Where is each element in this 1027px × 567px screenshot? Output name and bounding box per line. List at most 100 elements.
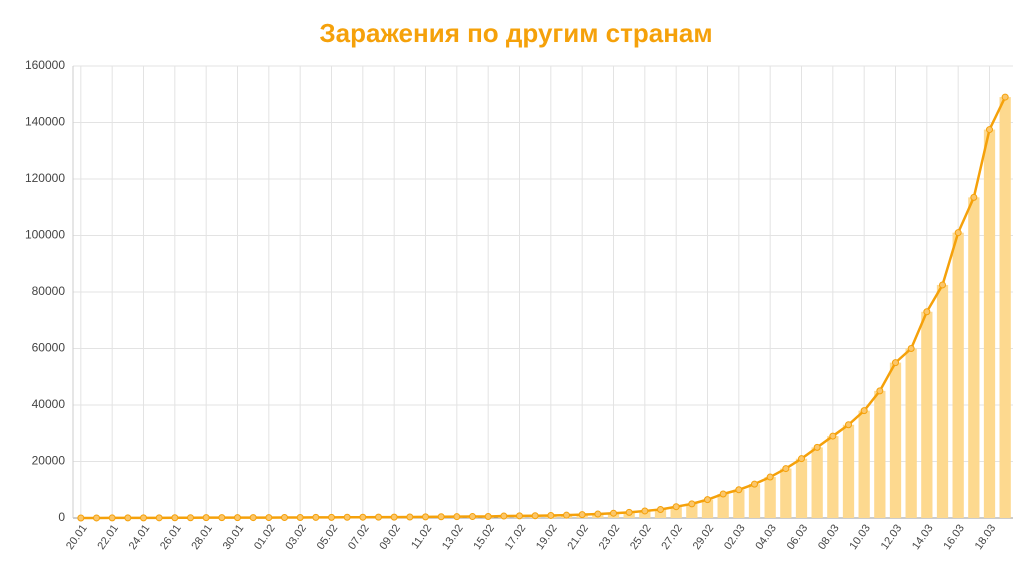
x-tick-label: 23.02: [597, 523, 623, 552]
point: [907, 345, 915, 352]
x-tick-label: 04.03: [753, 523, 779, 552]
x-tick-label: 26.01: [158, 523, 184, 552]
point: [798, 455, 805, 463]
x-tick-label: 02.03: [722, 523, 748, 552]
point: [704, 496, 711, 504]
point: [751, 480, 758, 488]
bar: [733, 489, 745, 518]
point: [187, 514, 194, 522]
point: [563, 511, 570, 519]
point: [500, 512, 508, 520]
point: [406, 513, 414, 521]
point: [923, 308, 931, 316]
y-tick-label: 40000: [32, 397, 66, 411]
point: [531, 512, 539, 520]
x-tick-label: 21.02: [565, 523, 591, 552]
bar: [952, 232, 964, 519]
x-tick-label: 20.01: [64, 523, 90, 552]
bar: [905, 348, 917, 518]
point: [218, 514, 226, 522]
bar: [983, 129, 996, 518]
x-tick-label: 07.02: [346, 523, 372, 552]
point: [437, 513, 445, 521]
y-tick-label: 160000: [25, 58, 65, 72]
point: [328, 513, 335, 521]
bar: [936, 284, 949, 518]
point: [234, 514, 241, 522]
x-tick-label: 10.03: [847, 523, 873, 552]
bar: [889, 362, 902, 518]
point: [860, 407, 868, 415]
bar: [811, 447, 823, 518]
x-tick-label: 03.02: [283, 523, 309, 552]
x-tick-label: 17.02: [503, 523, 529, 552]
bar: [654, 509, 667, 518]
bar: [639, 510, 651, 518]
point: [249, 514, 257, 522]
point: [281, 514, 288, 522]
point: [390, 513, 398, 521]
point: [610, 509, 617, 517]
bar: [764, 477, 776, 518]
bar: [701, 499, 714, 518]
y-tick-label: 80000: [32, 284, 66, 298]
x-tick-label: 11.02: [409, 523, 434, 552]
x-tick-label: 22.01: [95, 523, 121, 552]
x-tick-label: 25.02: [628, 523, 654, 552]
x-tick-label: 27.02: [659, 523, 685, 552]
x-tick-label: 08.03: [816, 523, 842, 552]
point: [672, 503, 680, 511]
bar: [874, 390, 886, 518]
point: [312, 513, 320, 521]
bar: [921, 311, 933, 518]
point: [108, 514, 116, 522]
point: [453, 513, 461, 521]
bar: [999, 97, 1011, 518]
bar: [858, 410, 870, 518]
point: [876, 387, 884, 395]
point: [171, 514, 179, 522]
bar: [968, 197, 980, 519]
chart-title: Заражения по другим странам: [319, 18, 712, 48]
x-tick-label: 24.01: [127, 523, 153, 552]
point: [954, 229, 962, 237]
point: [296, 513, 304, 521]
x-tick-label: 18.03: [973, 523, 999, 552]
bar: [670, 506, 682, 518]
point: [641, 507, 649, 515]
bar: [717, 493, 729, 518]
x-tick-label: 15.02: [471, 523, 497, 552]
point: [892, 359, 899, 367]
x-tick-label: 01.02: [252, 523, 278, 552]
point: [343, 513, 351, 521]
y-tick-label: 120000: [25, 171, 65, 185]
x-tick-label: 16.03: [941, 523, 967, 552]
x-tick-label: 28.01: [189, 523, 215, 552]
point: [719, 490, 727, 498]
bar: [827, 436, 839, 518]
point: [845, 421, 852, 429]
point: [516, 512, 523, 520]
y-tick-label: 60000: [32, 341, 66, 355]
bar: [780, 468, 792, 518]
point: [939, 281, 946, 289]
point: [547, 511, 555, 519]
point: [986, 126, 993, 134]
point: [970, 193, 978, 201]
point: [359, 513, 367, 521]
bar: [686, 503, 698, 518]
point: [77, 514, 85, 522]
x-tick-label: 06.03: [785, 523, 811, 552]
point: [422, 513, 429, 521]
bar: [842, 424, 855, 518]
point: [578, 511, 586, 519]
point: [813, 443, 821, 451]
x-tick-label: 13.02: [440, 523, 466, 552]
y-tick-label: 100000: [25, 228, 65, 242]
x-tick-label: 30.01: [221, 523, 247, 552]
x-tick-label: 12.03: [879, 523, 905, 552]
point: [829, 432, 837, 440]
point: [469, 513, 476, 521]
point: [155, 514, 163, 522]
